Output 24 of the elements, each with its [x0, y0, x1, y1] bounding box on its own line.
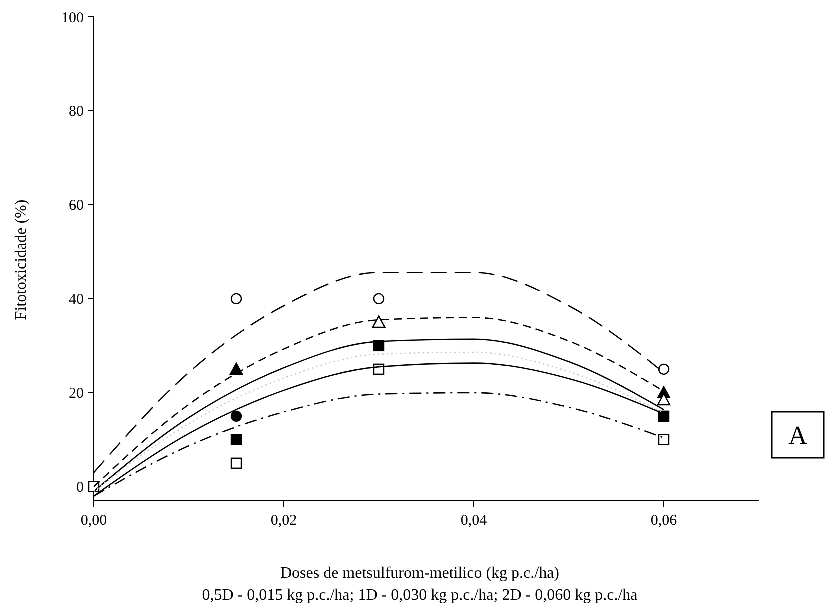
y-tick-label: 40: [69, 292, 84, 308]
y-tick-label: 60: [69, 198, 84, 214]
text: A: [788, 421, 808, 450]
point: [230, 434, 242, 446]
y-tick-label: 100: [62, 10, 84, 26]
point: [657, 393, 671, 406]
point: [373, 293, 385, 305]
x-tick-label: 0,04: [460, 513, 488, 529]
text: 0,5D - 0,015 kg p.c./ha; 1D - 0,030 kg p.c./ha; 2D - 0,060 kg p.c./ha: [202, 587, 638, 604]
y-tick-label: 20: [69, 386, 84, 402]
y-tick-label: 80: [69, 104, 84, 120]
x-tick-label: 0,02: [270, 513, 298, 529]
x-tick-label: 0,00: [80, 513, 108, 529]
x-axis-title: Doses de metsulfurom-metilico (kg p.c./ha): [280, 565, 560, 582]
point: [658, 434, 670, 446]
point: [230, 410, 242, 422]
point: [230, 458, 242, 470]
point: [658, 364, 670, 376]
point: [658, 410, 670, 422]
y-axis-title: Fitotoxicidade (%): [13, 200, 30, 320]
point: [230, 293, 242, 305]
point: [230, 362, 244, 376]
x-tick-label: 0,06: [650, 513, 678, 529]
y-tick-label: 0: [76, 480, 84, 496]
